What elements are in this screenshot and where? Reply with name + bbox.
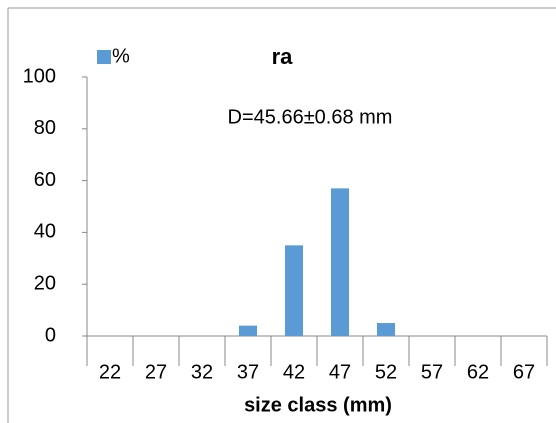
annotation: D=45.66±0.68 mm — [228, 106, 393, 128]
x-tick-label: 22 — [99, 361, 121, 383]
x-tick-label: 62 — [467, 361, 489, 383]
y-tick-label: 100 — [23, 65, 56, 87]
x-tick-label: 47 — [329, 361, 351, 383]
y-tick-label: 40 — [34, 221, 56, 243]
legend-label: % — [112, 45, 130, 67]
x-tick-label: 67 — [513, 361, 535, 383]
x-tick-label: 32 — [191, 361, 213, 383]
y-tick-label: 60 — [34, 169, 56, 191]
chart-title: ra — [272, 44, 294, 69]
legend-swatch — [97, 50, 111, 64]
y-tick-label: 80 — [34, 117, 56, 139]
x-tick-label: 57 — [421, 361, 443, 383]
y-tick-label: 20 — [34, 272, 56, 294]
y-tick-label: 0 — [45, 324, 56, 346]
bar — [285, 245, 303, 336]
x-axis-label: size class (mm) — [244, 394, 392, 416]
bar — [239, 325, 257, 336]
x-tick-label: 27 — [145, 361, 167, 383]
bar — [331, 188, 349, 336]
x-tick-label: 52 — [375, 361, 397, 383]
x-tick-label: 42 — [283, 361, 305, 383]
bar — [377, 323, 395, 336]
x-tick-label: 37 — [237, 361, 259, 383]
